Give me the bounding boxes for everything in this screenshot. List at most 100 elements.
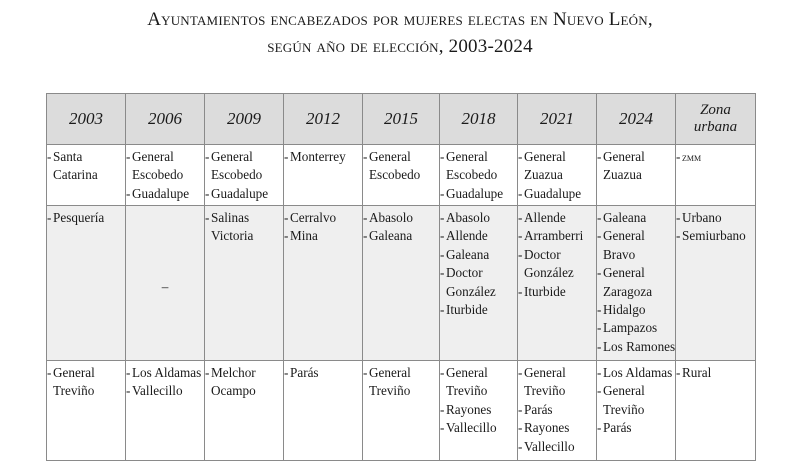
municipality-entry: - Vallecillo bbox=[441, 419, 517, 437]
municipality-entry: - Guadalupe bbox=[206, 185, 283, 203]
municipality-name: Guadalupe bbox=[524, 185, 581, 203]
municipality-name: Cerralvo bbox=[290, 209, 336, 227]
list-dash: - bbox=[126, 185, 131, 201]
list-dash: - bbox=[284, 365, 289, 380]
name-line: Doctor bbox=[524, 246, 561, 262]
list-dash: - bbox=[363, 228, 368, 244]
municipality-entry: - General Escobedo bbox=[441, 148, 517, 185]
municipality-entry: - General Treviño bbox=[47, 364, 125, 401]
municipality-name: Iturbide bbox=[524, 283, 566, 301]
name-line: Melchor bbox=[211, 365, 256, 380]
list-dash: - bbox=[597, 302, 602, 318]
municipality-name: Abasolo bbox=[369, 209, 413, 227]
municipality-entry: - Semiurbano bbox=[677, 227, 755, 245]
municipality-entry: - Doctor González bbox=[518, 246, 596, 283]
table-cell: - Los Aldamas - General Treviño - Parás bbox=[596, 360, 676, 461]
municipality-entry: - General Zaragoza bbox=[598, 264, 675, 301]
municipality-entry: - Cerralvo bbox=[284, 209, 362, 227]
list-dash: - bbox=[518, 185, 523, 201]
municipality-name: Galeana bbox=[603, 209, 646, 227]
table-cell: - General Treviño - Rayones - Vallecillo bbox=[439, 360, 518, 461]
name-line: Rayones bbox=[446, 401, 492, 417]
list-dash: - bbox=[205, 365, 210, 380]
municipality-entry: - General Treviño bbox=[519, 364, 596, 401]
list-dash: - bbox=[126, 383, 131, 399]
municipality-name: Doctor González bbox=[524, 246, 574, 283]
list-dash: - bbox=[518, 438, 523, 454]
list-dash: - bbox=[597, 365, 602, 380]
municipality-entry: - Vallecillo bbox=[518, 438, 596, 456]
name-line: Guadalupe bbox=[524, 185, 582, 201]
municipality-entry: - Iturbide bbox=[440, 301, 517, 319]
name-line: General bbox=[524, 365, 566, 380]
municipality-entry: - General Escobedo bbox=[206, 148, 283, 185]
list-dash: - bbox=[47, 365, 52, 380]
municipality-name: General Escobedo bbox=[211, 148, 262, 185]
header-row: 2003 2006 2009 2012 2015 2018 2021 2024 … bbox=[46, 93, 756, 145]
municipality-entry: - Santa Catarina bbox=[47, 148, 125, 185]
municipality-name: General Zaragoza bbox=[603, 264, 652, 301]
list-dash: - bbox=[440, 302, 445, 318]
name-line: Semiurbano bbox=[682, 228, 746, 244]
table-cell: - General Escobedo bbox=[362, 144, 440, 206]
list-dash: - bbox=[363, 149, 368, 164]
name-line: General bbox=[603, 149, 645, 164]
name-line: Parás bbox=[524, 401, 553, 417]
municipality-name: Galeana bbox=[369, 227, 412, 245]
name-line: Zaragoza bbox=[603, 283, 653, 299]
list-dash: - bbox=[47, 149, 52, 164]
municipality-entry: - Abasolo bbox=[441, 209, 517, 227]
table-cell: - General Treviño bbox=[46, 360, 126, 461]
header-year: 2003 bbox=[46, 93, 126, 145]
list-dash: - bbox=[284, 210, 289, 225]
name-line: Ocampo bbox=[211, 383, 256, 399]
table-cell: - Abasolo - Allende - Galeana - Doctor González -… bbox=[439, 205, 518, 361]
name-line: Zuazua bbox=[524, 167, 563, 183]
table-cell: - General Escobedo - Guadalupe bbox=[125, 144, 205, 206]
municipality-name: General Escobedo bbox=[369, 148, 420, 185]
name-line: General bbox=[211, 149, 253, 164]
name-line: Treviño bbox=[446, 383, 488, 399]
municipality-name: Rayones bbox=[446, 401, 491, 419]
list-dash: - bbox=[440, 401, 445, 417]
municipality-name: General Treviño bbox=[524, 364, 566, 401]
name-line: zmm bbox=[682, 150, 702, 164]
municipality-entry: - Guadalupe bbox=[126, 185, 204, 203]
name-line: Allende bbox=[524, 210, 566, 225]
municipality-entry: - Pesquería bbox=[48, 209, 125, 227]
list-dash: - bbox=[440, 246, 445, 262]
municipality-entry: - General Treviño bbox=[598, 382, 675, 419]
table-cell: - Cerralvo - Mina bbox=[283, 205, 363, 361]
list-dash: - bbox=[676, 149, 681, 164]
list-dash: - bbox=[518, 228, 523, 244]
municipality-entry: - Melchor Ocampo bbox=[205, 364, 283, 401]
table-cell: - General Escobedo - Guadalupe bbox=[204, 144, 284, 206]
header-year: 2021 bbox=[517, 93, 597, 145]
name-line: Mina bbox=[290, 228, 318, 244]
table-cell: - Allende - Arramberri - Doctor González - Iturb… bbox=[517, 205, 597, 361]
name-line: Pesquería bbox=[53, 210, 105, 225]
municipality-name: Los Ramones bbox=[603, 338, 675, 356]
name-line: General bbox=[369, 365, 411, 380]
municipality-entry: - Los Ramones bbox=[597, 338, 675, 356]
empty-marker: – bbox=[161, 279, 169, 295]
header-zona-urbana: Zona urbana bbox=[675, 93, 756, 145]
municipality-name: Melchor Ocampo bbox=[211, 364, 256, 401]
name-line: Lampazos bbox=[603, 320, 658, 336]
municipality-entry: - Galeana bbox=[598, 209, 675, 227]
name-line: Iturbide bbox=[446, 302, 488, 318]
municipality-name: Hidalgo bbox=[603, 301, 646, 319]
municipality-entry: - General Bravo bbox=[598, 227, 675, 264]
list-dash: - bbox=[597, 338, 602, 354]
list-dash: - bbox=[676, 365, 681, 380]
municipality-entry: - Salinas Victoria bbox=[206, 209, 283, 246]
municipality-entry: - General Treviño bbox=[364, 364, 439, 401]
header-year: 2018 bbox=[439, 93, 518, 145]
list-dash: - bbox=[518, 246, 523, 262]
table-cell: - General Zuazua - Guadalupe bbox=[517, 144, 597, 206]
zona-cell: - Rural bbox=[675, 360, 756, 461]
municipality-name: Allende bbox=[446, 227, 488, 245]
name-line: General bbox=[603, 383, 645, 399]
municipality-entry: - Parás bbox=[284, 364, 362, 382]
municipality-entry: - Abasolo bbox=[364, 209, 439, 227]
